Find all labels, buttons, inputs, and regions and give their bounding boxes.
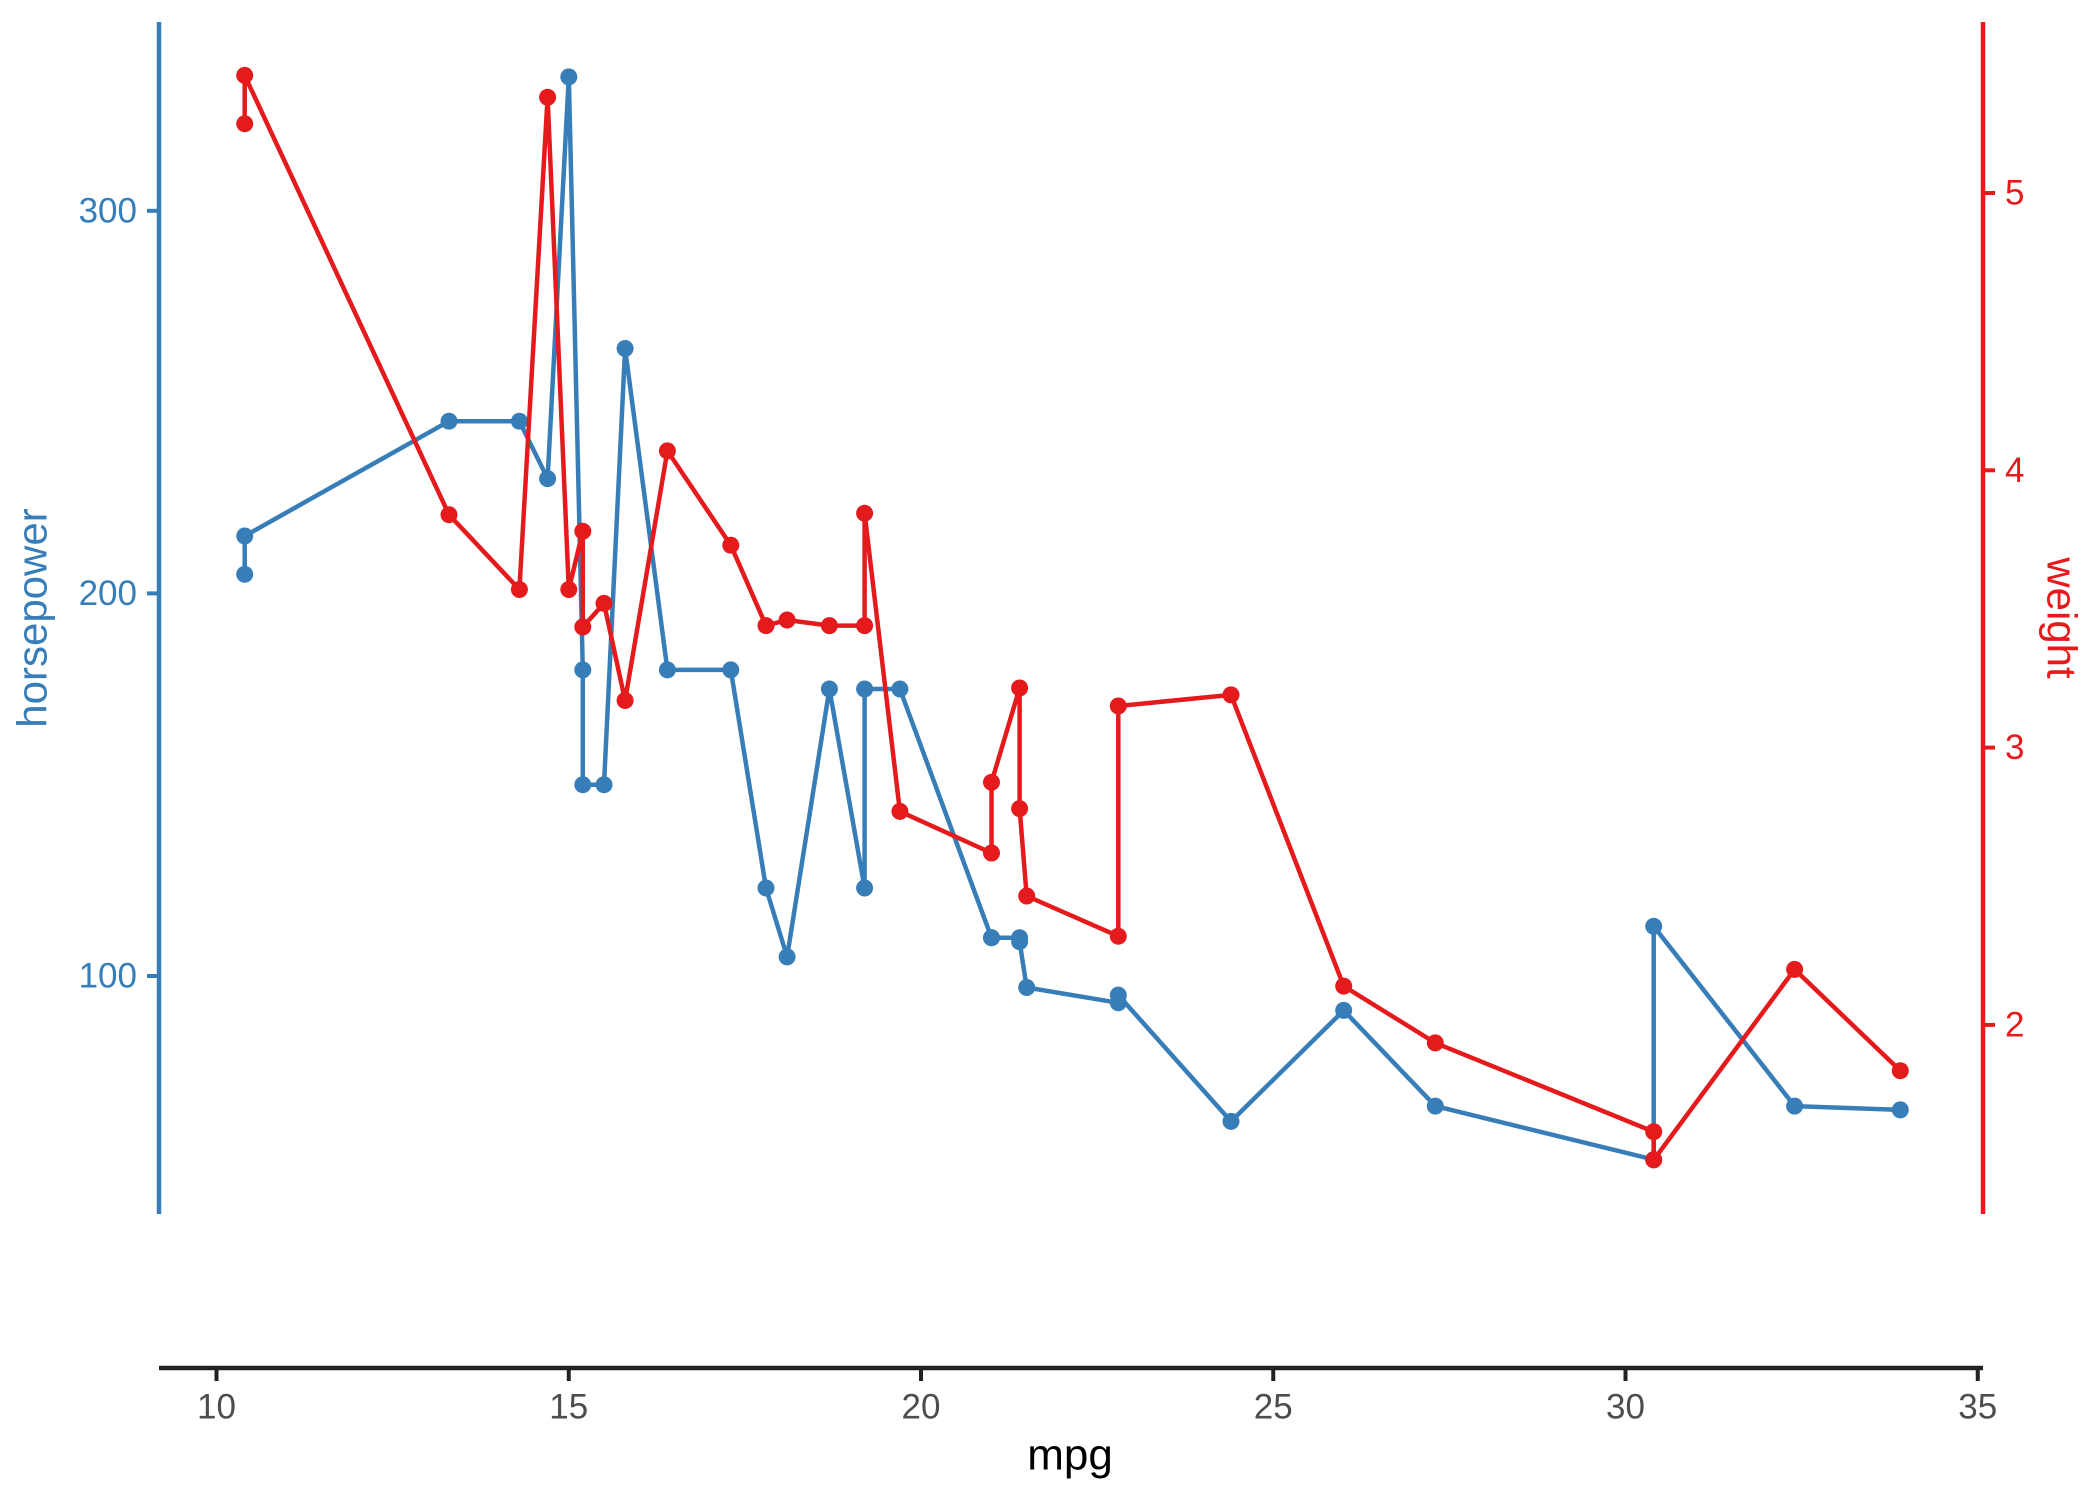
horsepower-point <box>658 661 676 679</box>
weight-point <box>1011 800 1029 818</box>
horsepower-point <box>1426 1097 1444 1115</box>
left-axis-title: horsepower <box>9 508 56 727</box>
weight-point <box>1335 977 1353 995</box>
weight-point <box>722 536 740 554</box>
weight-point <box>757 617 775 635</box>
weight-point <box>574 522 592 540</box>
horsepower-point <box>574 661 592 679</box>
horsepower-point <box>595 776 613 794</box>
horsepower-point <box>616 340 634 357</box>
bottom-axis: 10 15 20 25 30 35 <box>159 1365 1997 1427</box>
horsepower-point <box>236 565 254 583</box>
weight-point <box>778 611 796 629</box>
horsepower-point <box>236 527 254 545</box>
horsepower-point <box>574 776 592 794</box>
weight-point <box>856 504 874 522</box>
weight-point <box>510 581 528 598</box>
weight-point <box>983 773 1000 791</box>
horsepower-point <box>1222 1112 1240 1130</box>
x-axis-tick-label: 25 <box>1254 1388 1293 1427</box>
right-axis-tick-label: 2 <box>2005 1005 2024 1044</box>
horsepower-point <box>539 470 557 488</box>
x-axis-tick-label: 35 <box>1958 1388 1997 1427</box>
x-axis-title: mpg <box>1027 1431 1113 1480</box>
horsepower-point <box>560 68 578 86</box>
horsepower-point <box>1011 933 1029 951</box>
weight-point <box>574 618 592 636</box>
x-axis-tick-label: 15 <box>549 1388 588 1427</box>
weight-point <box>595 594 613 612</box>
weight-point <box>616 692 634 709</box>
x-axis-tick-label: 20 <box>902 1388 941 1427</box>
horsepower-point <box>1018 979 1036 996</box>
weight-point <box>1222 686 1240 704</box>
weight-point <box>1645 1123 1663 1141</box>
horsepower-point <box>1645 917 1663 935</box>
horsepower-line <box>242 74 1903 1162</box>
weight-point <box>891 802 909 820</box>
weight-point <box>1891 1062 1909 1080</box>
data-series <box>236 66 1909 1169</box>
horsepower-point <box>856 680 874 698</box>
horsepower-point <box>778 948 796 966</box>
horsepower-point <box>510 412 528 430</box>
weight-point <box>560 581 578 598</box>
left-axis: 100 200 300 <box>79 22 162 1214</box>
horsepower-point <box>722 661 740 679</box>
right-axis-title: weight <box>2039 556 2086 679</box>
horsepower-point <box>757 879 775 897</box>
weight-point <box>1109 927 1127 945</box>
horsepower-point <box>891 680 909 698</box>
weight-point <box>658 442 676 460</box>
horsepower-point <box>856 879 874 897</box>
weight-point <box>1426 1034 1444 1052</box>
left-axis-tick-label: 200 <box>79 574 137 613</box>
weight-point <box>539 88 557 106</box>
right-axis: 2 3 4 5 <box>1980 22 2024 1214</box>
weight-point <box>856 617 874 635</box>
right-axis-tick-label: 5 <box>2005 174 2024 213</box>
horsepower-point <box>1891 1101 1909 1119</box>
weight-point <box>1109 697 1127 715</box>
right-axis-tick-label: 3 <box>2005 728 2024 767</box>
weight-line <box>242 73 1903 1163</box>
horsepower-point <box>1335 1001 1353 1019</box>
horsepower-point <box>983 929 1000 947</box>
weight-point <box>983 844 1000 862</box>
weight-point <box>1645 1151 1663 1169</box>
right-axis-tick-label: 4 <box>2005 451 2024 490</box>
horsepower-point <box>820 680 838 698</box>
weight-point <box>236 66 254 84</box>
left-axis-tick-label: 100 <box>79 957 137 996</box>
weight-point <box>1011 679 1029 697</box>
x-axis-tick-label: 30 <box>1606 1388 1645 1427</box>
weight-point <box>1786 960 1804 978</box>
left-axis-tick-label: 300 <box>79 191 137 230</box>
horsepower-point <box>1109 986 1127 1004</box>
weight-point <box>1018 887 1036 905</box>
weight-point <box>440 506 458 524</box>
x-axis-tick-label: 10 <box>197 1388 236 1427</box>
weight-point <box>236 115 254 133</box>
horsepower-point <box>1786 1097 1804 1115</box>
horsepower-point <box>440 412 458 430</box>
weight-point <box>820 617 838 635</box>
